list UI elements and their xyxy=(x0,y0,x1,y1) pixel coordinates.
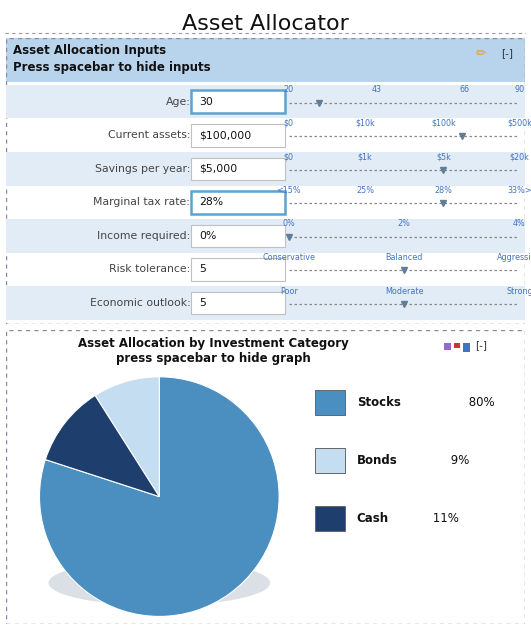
Text: Current assets:: Current assets: xyxy=(108,130,190,140)
FancyBboxPatch shape xyxy=(453,343,460,348)
Text: Aggressive: Aggressive xyxy=(498,253,531,262)
FancyBboxPatch shape xyxy=(444,343,451,350)
FancyBboxPatch shape xyxy=(315,448,345,473)
FancyBboxPatch shape xyxy=(191,191,285,214)
Text: Asset Allocation by Investment Category
press spacebar to hide graph: Asset Allocation by Investment Category … xyxy=(78,337,349,365)
Text: ✏: ✏ xyxy=(475,48,486,61)
Text: 11%: 11% xyxy=(429,512,459,525)
Text: Strong: Strong xyxy=(506,286,531,296)
Text: 0%: 0% xyxy=(199,231,217,241)
Text: Age:: Age: xyxy=(166,97,190,107)
Text: 5: 5 xyxy=(199,264,206,274)
Text: Balanced: Balanced xyxy=(386,253,423,262)
FancyBboxPatch shape xyxy=(6,219,525,253)
FancyBboxPatch shape xyxy=(6,152,525,186)
Text: $500k: $500k xyxy=(507,119,531,128)
Text: $0: $0 xyxy=(284,119,294,128)
FancyBboxPatch shape xyxy=(6,38,525,82)
FancyBboxPatch shape xyxy=(191,225,285,247)
Text: Asset Allocator: Asset Allocator xyxy=(182,14,349,34)
Text: Stocks: Stocks xyxy=(357,396,401,409)
Text: Economic outlook:: Economic outlook: xyxy=(90,298,190,308)
Text: $5,000: $5,000 xyxy=(199,164,237,174)
Text: 0%: 0% xyxy=(282,220,295,228)
Text: <15%: <15% xyxy=(277,186,301,195)
FancyBboxPatch shape xyxy=(463,343,470,352)
FancyBboxPatch shape xyxy=(6,85,525,118)
FancyBboxPatch shape xyxy=(315,506,345,531)
Text: $100,000: $100,000 xyxy=(199,130,251,140)
Text: Press spacebar to hide inputs: Press spacebar to hide inputs xyxy=(13,61,211,74)
FancyBboxPatch shape xyxy=(191,292,285,314)
Text: 20: 20 xyxy=(284,86,294,94)
Wedge shape xyxy=(39,377,279,616)
Text: $20k: $20k xyxy=(510,152,529,162)
Text: 5: 5 xyxy=(199,298,206,308)
Text: Conservative: Conservative xyxy=(262,253,315,262)
Ellipse shape xyxy=(48,560,270,606)
Text: 90: 90 xyxy=(515,86,525,94)
Text: Savings per year:: Savings per year: xyxy=(95,164,190,174)
Text: Risk tolerance:: Risk tolerance: xyxy=(109,264,190,274)
Text: $10k: $10k xyxy=(355,119,375,128)
Text: 33%>: 33%> xyxy=(507,186,531,195)
Text: Poor: Poor xyxy=(280,286,298,296)
FancyBboxPatch shape xyxy=(191,91,285,113)
Text: 9%: 9% xyxy=(447,454,469,467)
Text: 2%: 2% xyxy=(398,220,410,228)
Wedge shape xyxy=(95,377,159,497)
Text: Moderate: Moderate xyxy=(385,286,423,296)
FancyBboxPatch shape xyxy=(191,157,285,180)
Text: 43: 43 xyxy=(372,86,381,94)
Text: [-]: [-] xyxy=(501,48,513,58)
Wedge shape xyxy=(45,396,159,497)
FancyBboxPatch shape xyxy=(191,258,285,281)
Text: 28%: 28% xyxy=(434,186,452,195)
Text: [-]: [-] xyxy=(475,340,487,350)
Text: $100k: $100k xyxy=(431,119,456,128)
Text: 25%: 25% xyxy=(356,186,374,195)
Text: Bonds: Bonds xyxy=(357,454,398,467)
FancyBboxPatch shape xyxy=(191,124,285,147)
Text: 30: 30 xyxy=(199,97,213,107)
FancyBboxPatch shape xyxy=(315,390,345,415)
Text: Cash: Cash xyxy=(357,512,389,525)
Text: $1k: $1k xyxy=(357,152,372,162)
Text: Marginal tax rate:: Marginal tax rate: xyxy=(93,198,190,208)
Text: 66: 66 xyxy=(459,86,469,94)
Text: 4%: 4% xyxy=(513,220,526,228)
Text: 80%: 80% xyxy=(465,396,495,409)
Text: 28%: 28% xyxy=(199,198,224,208)
FancyBboxPatch shape xyxy=(6,286,525,320)
Text: Income required:: Income required: xyxy=(97,231,190,241)
Text: Asset Allocation Inputs: Asset Allocation Inputs xyxy=(13,44,166,57)
Text: $0: $0 xyxy=(284,152,294,162)
Text: $5k: $5k xyxy=(436,152,451,162)
